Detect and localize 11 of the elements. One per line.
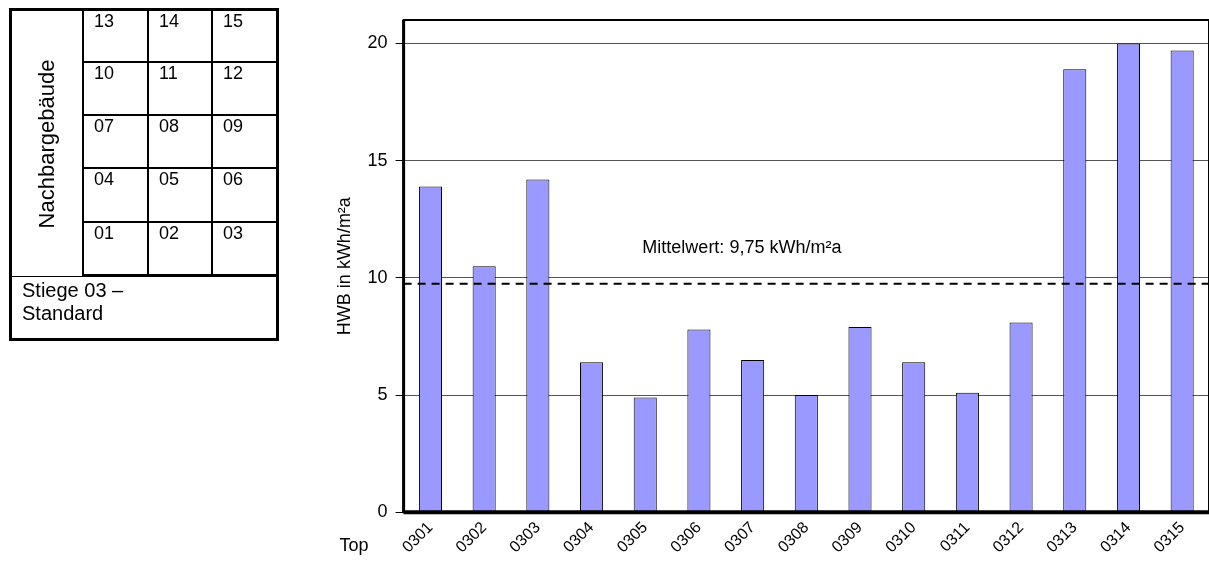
- y-tick-label: 0: [377, 501, 388, 522]
- text: Nachbargebäude: [34, 59, 60, 228]
- y-tick-label: 20: [367, 32, 388, 53]
- floor-plan-table: 13 14 15 10 11 12 07 08 09 04 05 06 01 02 03: [84, 11, 276, 276]
- ref-line-label: Mittelwert: 9,75 kWh/m²a: [642, 236, 843, 257]
- y-axis-title: HWB in kWh/m²a: [333, 196, 354, 336]
- y-tick-label: 15: [367, 149, 388, 170]
- text: Stiege 03 – Standard: [22, 279, 125, 325]
- y-tick-label: 10: [367, 266, 388, 287]
- y-tick-label: 5: [377, 384, 388, 405]
- x-axis-title: Top: [339, 535, 369, 556]
